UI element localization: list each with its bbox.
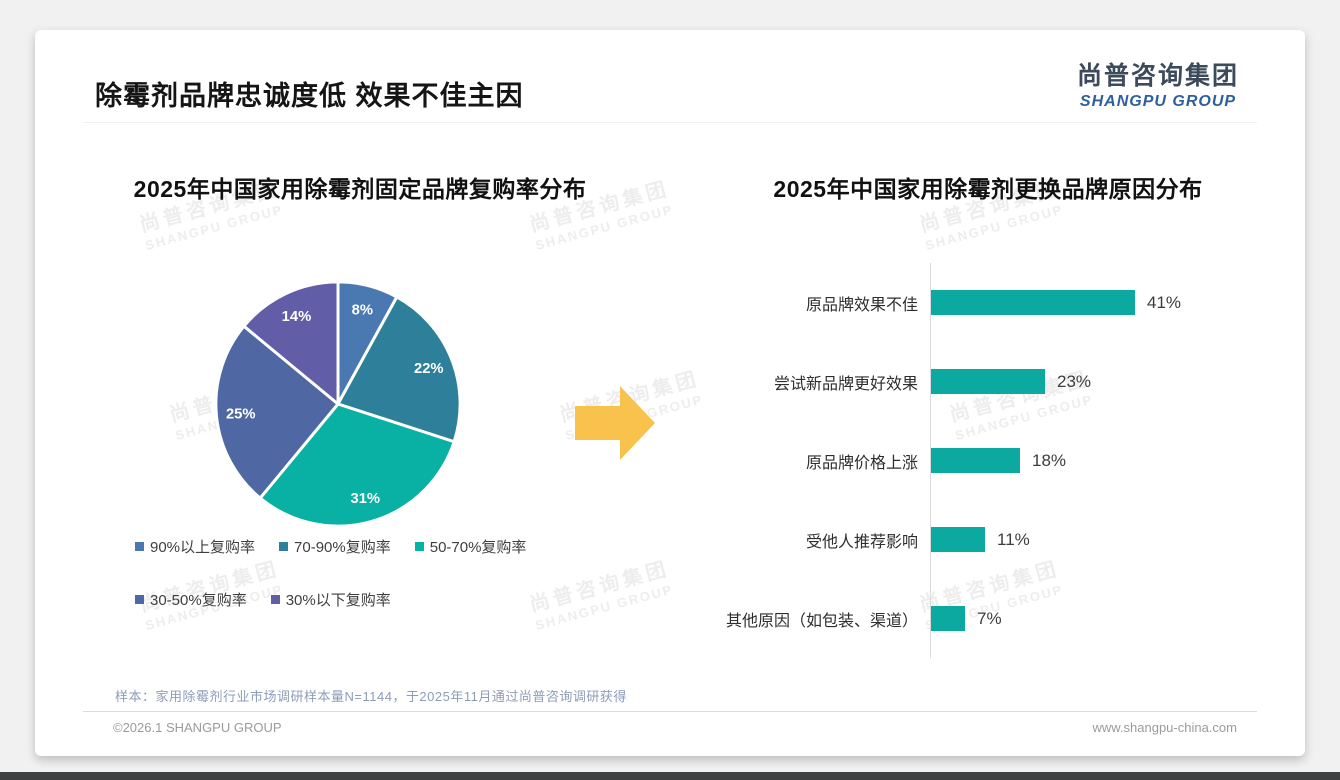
sample-note: 样本：家用除霉剂行业市场调研样本量N=1144，于2025年11月通过尚普咨询调… [115, 689, 627, 704]
legend-label: 30-50%复购率 [150, 592, 247, 609]
bar-chart: 原品牌效果不佳 41% 尝试新品牌更好效果 23% 原品牌价格上涨 18% 受他人推荐影响 1… [635, 263, 1285, 658]
footer-divider [83, 711, 1257, 712]
bar-row: 受他人推荐影响 11% [635, 500, 1285, 579]
legend-marker [135, 595, 144, 604]
legend-label: 70-90%复购率 [294, 539, 391, 556]
bottom-window-edge [0, 772, 1340, 780]
bar-category-label: 受他人推荐影响 [805, 533, 918, 551]
pie-slice [336, 295, 462, 444]
pie-chart-title: 2025年中国家用除霉剂固定品牌复购率分布 [133, 176, 587, 202]
legend-item: 30-50%复购率 [135, 589, 247, 610]
bar-category-label: 尝试新品牌更好效果 [773, 375, 918, 393]
pie-slice [242, 280, 340, 406]
right-arrow-icon [575, 382, 657, 464]
bar-chart-axis [930, 263, 931, 658]
legend-label: 90%以上复购率 [150, 539, 256, 556]
pie-chart: 8% 22% 31% 25% 14% [210, 276, 466, 532]
legend-item: 50-70%复购率 [414, 536, 527, 557]
legend-label: 30%以下复购率 [285, 592, 391, 609]
legend-marker [279, 542, 289, 551]
bar-row: 原品牌价格上涨 18% [635, 421, 1285, 500]
legend-label: 50-70%复购率 [429, 539, 527, 556]
legend-item: 30%以下复购率 [270, 589, 391, 610]
bar-value-label: 23% [1057, 371, 1092, 391]
bar-value-label: 18% [1032, 450, 1067, 470]
bar [930, 527, 985, 552]
bar-value-label: 41% [1147, 292, 1182, 312]
logo-english-text: SHANGPU GROUP [1079, 93, 1237, 110]
pie-slice [214, 324, 340, 500]
pie-slice-label: 22% [414, 361, 444, 377]
bar-row: 其他原因（如包装、渠道） 7% [635, 579, 1285, 658]
bar-value-label: 7% [977, 608, 1002, 628]
website-text: www.shangpu-china.com [1092, 720, 1237, 735]
bar-category-label: 原品牌效果不佳 [805, 296, 918, 314]
bar [930, 448, 1020, 473]
logo-chinese-text: 尚普咨询集团 [1076, 62, 1239, 90]
bar-value-label: 11% [997, 529, 1030, 549]
bar-chart-title: 2025年中国家用除霉剂更换品牌原因分布 [773, 176, 1203, 202]
legend-item: 70-90%复购率 [279, 536, 391, 557]
pie-slice-label: 31% [351, 491, 381, 507]
bar-category-label: 原品牌价格上涨 [805, 454, 918, 472]
bar-row: 原品牌效果不佳 41% [635, 263, 1285, 342]
legend-marker [135, 542, 144, 551]
copyright-text: ©2026.1 SHANGPU GROUP [113, 720, 282, 735]
title-divider [83, 122, 1257, 123]
pie-slice-label: 25% [226, 406, 256, 422]
legend-marker [414, 542, 424, 551]
legend-marker [270, 595, 280, 604]
bar [930, 606, 965, 631]
pie-slice-label: 14% [282, 309, 312, 325]
legend-item: 90%以上复购率 [135, 536, 255, 557]
pie-slice [258, 402, 456, 528]
bar-row: 尝试新品牌更好效果 23% [635, 342, 1285, 421]
bar-category-label: 其他原因（如包装、渠道） [725, 612, 918, 630]
bar [930, 290, 1135, 315]
bar [930, 369, 1045, 394]
company-logo: 尚普咨询集团 SHANGPU GROUP [1077, 56, 1239, 111]
pie-legend: 90%以上复购率 70-90%复购率 50-70%复购率 30-50%复购率 30%以下… [135, 536, 625, 610]
report-slide: 尚普咨询集团 SHANGPU GROUP 尚普咨询集团 SHANGPU GROUP 尚普… [35, 30, 1305, 756]
page-title: 除霉剂品牌忠诚度低 效果不佳主因 [95, 81, 524, 111]
pie-slice-label: 8% [352, 303, 373, 319]
